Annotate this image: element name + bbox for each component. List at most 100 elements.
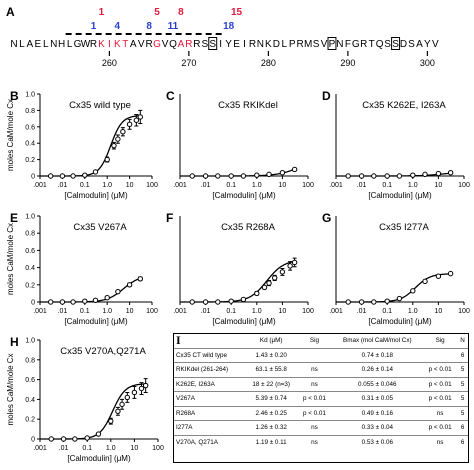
sequence-residue: K bbox=[114, 39, 121, 50]
sequence-residue: S bbox=[392, 39, 399, 50]
x-tick-label: 100 bbox=[152, 445, 164, 452]
y-tick-label: 0 bbox=[31, 300, 35, 307]
chart-panel-c: C .001 .01 0.1 1.0 10 100 [Calmodulin] (μM) Cx35… bbox=[162, 84, 318, 202]
table-cell: 0.49 ± 0.16 bbox=[331, 406, 424, 421]
data-point bbox=[447, 170, 454, 176]
sequence-residue: A bbox=[27, 39, 34, 50]
anchor-residue-number: 18 bbox=[223, 21, 235, 32]
table-row-label: R268A bbox=[174, 406, 245, 421]
data-point bbox=[70, 173, 76, 179]
x-axis-label: [Calmodulin] (μM) bbox=[64, 191, 128, 200]
data-point bbox=[240, 173, 247, 179]
data-point bbox=[228, 173, 234, 179]
table-cell: p < 0.01 bbox=[423, 362, 458, 378]
data-point bbox=[215, 299, 221, 305]
sequence-residue: P bbox=[329, 39, 336, 50]
header-n: N bbox=[457, 334, 468, 349]
y-tick-label: 0.4 bbox=[25, 265, 35, 272]
data-point bbox=[133, 117, 140, 123]
x-tick-label: .01 bbox=[357, 182, 367, 189]
table-row: K262E, I263A 18 ± 22 (n=3) ns 0.055 ± 0.046… bbox=[174, 377, 468, 392]
x-axis-label: [Calmodulin] (μM) bbox=[212, 191, 276, 200]
data-point bbox=[84, 435, 90, 441]
x-tick-label: 10 bbox=[126, 308, 134, 315]
chart-title: Cx35 RKIKdel bbox=[218, 100, 278, 111]
chart-panel-b: B .001 .01 0.1 1.0 10 100 0 0.2 0.4 0.6 0.8 1.0 moles… bbox=[2, 84, 162, 202]
x-tick-label: 10 bbox=[435, 308, 443, 315]
sequence-residue: P bbox=[289, 39, 296, 50]
sequence-residue: D bbox=[273, 39, 280, 50]
y-tick-label: 0.4 bbox=[25, 141, 35, 148]
table-cell: 63.1 ± 55.8 bbox=[244, 362, 298, 378]
table-cell: p < 0.01 bbox=[423, 420, 458, 436]
data-point bbox=[254, 172, 260, 178]
chart-title: Cx35 V270A,Q271A bbox=[60, 346, 146, 357]
chart-panel-h: H .001 .01 0.1 1.0 10 100 0 0.2 0.4 0.6 0.8 1.0 moles… bbox=[2, 330, 168, 465]
boxed-residue-frame bbox=[327, 37, 337, 50]
sequence-residue: H bbox=[58, 39, 65, 50]
x-tick-label: 1.0 bbox=[408, 182, 418, 189]
x-tick-label: 1.0 bbox=[102, 308, 112, 315]
fit-curve bbox=[40, 277, 142, 303]
x-tick-label: 0.1 bbox=[82, 445, 92, 452]
fit-curve bbox=[40, 383, 148, 440]
sequence-residue: L bbox=[43, 39, 49, 50]
x-tick-label: .001 bbox=[33, 182, 47, 189]
data-point bbox=[410, 172, 416, 178]
table-cell: 0.33 ± 0.04 bbox=[331, 420, 424, 436]
panel-label: E bbox=[10, 211, 18, 225]
x-axis-label: [Calmodulin] (μM) bbox=[212, 317, 276, 326]
sequence-residue: R bbox=[90, 39, 97, 50]
data-point bbox=[124, 394, 130, 401]
sequence-residue: S bbox=[209, 39, 216, 50]
chart-panel-d: D .001 .01 0.1 1.0 10 100 [Calmodulin] (μM) Cx35… bbox=[318, 84, 474, 202]
sequence-residue: V bbox=[432, 39, 439, 50]
data-point bbox=[119, 401, 125, 408]
fit-curve bbox=[180, 260, 297, 303]
panel-label: D bbox=[322, 89, 331, 103]
x-tick-label: 0.1 bbox=[80, 182, 90, 189]
y-tick-label: 1.0 bbox=[25, 92, 35, 99]
residue-number-label: 280 bbox=[261, 58, 276, 68]
x-tick-label: 100 bbox=[146, 182, 158, 189]
panel-label: H bbox=[10, 335, 19, 349]
sequence-residue: S bbox=[408, 39, 415, 50]
sequence-residue: F bbox=[345, 39, 351, 50]
data-point bbox=[59, 299, 66, 305]
chart-svg-f: F .001 .01 0.1 1.0 10 100 [Calmodulin] (μM) Cx35… bbox=[166, 211, 314, 326]
anchor-residue-number: 15 bbox=[231, 7, 243, 18]
x-tick-label: 10 bbox=[126, 182, 134, 189]
table-cell: 1.43 ± 0.20 bbox=[244, 348, 298, 363]
data-point bbox=[92, 297, 99, 303]
chart-svg-e: E .001 .01 0.1 1.0 10 100 0 0.2 0.4 0.6 0.8 1.0 moles… bbox=[6, 211, 158, 326]
data-point bbox=[254, 290, 260, 297]
table-cell: 1.19 ± 0.11 bbox=[255, 438, 287, 446]
sequence-residue: R bbox=[185, 39, 192, 50]
residue-number-label: 300 bbox=[420, 58, 435, 68]
x-tick-label: .01 bbox=[59, 445, 69, 452]
data-point bbox=[60, 436, 67, 442]
y-tick-label: 0.4 bbox=[25, 397, 35, 404]
x-axis-label: [Calmodulin] (μM) bbox=[67, 454, 131, 463]
data-point bbox=[126, 121, 133, 128]
data-point bbox=[371, 299, 377, 305]
sequence-residue: N bbox=[10, 39, 17, 50]
y-tick-label: 0.8 bbox=[25, 357, 35, 364]
data-point bbox=[371, 173, 377, 179]
table-header-row: I Kd (μM) Sig Bmax (mol CaM/mol Cx) Sig … bbox=[174, 334, 468, 349]
data-point bbox=[95, 431, 102, 437]
chart-svg-d: D .001 .01 0.1 1.0 10 100 [Calmodulin] (μM) Cx35… bbox=[322, 89, 470, 200]
table-cell: 0.055 ± 0.046 bbox=[331, 377, 424, 392]
data-point bbox=[142, 382, 149, 389]
header-bmax: Bmax (mol CaM/mol Cx) bbox=[331, 334, 424, 349]
panel-label: F bbox=[166, 211, 173, 225]
table-cell: 6 bbox=[460, 438, 465, 446]
x-tick-label: .01 bbox=[357, 308, 367, 315]
y-tick-label: 0.8 bbox=[25, 231, 35, 238]
data-point bbox=[435, 273, 442, 279]
chart-panel-f: F .001 .01 0.1 1.0 10 100 [Calmodulin] (μM) Cx35… bbox=[162, 206, 318, 328]
table-cell bbox=[297, 348, 332, 363]
table-cell: p < 0.01 bbox=[423, 391, 458, 407]
x-tick-label: .001 bbox=[33, 308, 47, 315]
